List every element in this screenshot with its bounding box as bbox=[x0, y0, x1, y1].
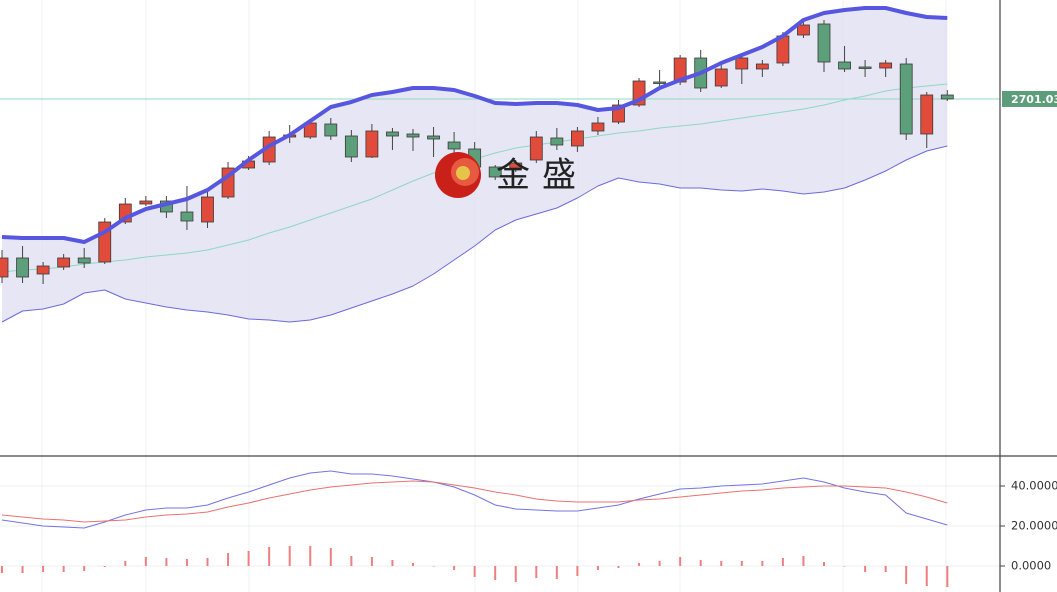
histogram-bar bbox=[494, 566, 497, 580]
histogram-bar bbox=[658, 561, 661, 566]
candle-body bbox=[838, 61, 851, 70]
candle-body bbox=[529, 136, 543, 161]
histogram-bar bbox=[802, 556, 805, 566]
histogram-bar bbox=[617, 566, 620, 568]
histogram-bar bbox=[576, 566, 579, 576]
histogram-bar bbox=[864, 566, 867, 572]
candle-body bbox=[201, 196, 214, 223]
histogram-bar bbox=[453, 566, 456, 570]
histogram-bar bbox=[432, 566, 435, 567]
candle-body bbox=[571, 130, 584, 147]
candle-body bbox=[899, 63, 913, 135]
histogram-bar bbox=[843, 566, 846, 567]
histogram-bar bbox=[473, 566, 476, 577]
histogram-bar bbox=[740, 561, 743, 566]
histogram-bar bbox=[83, 566, 86, 571]
histogram-bar bbox=[596, 566, 599, 570]
upper-band bbox=[1, 6, 948, 244]
plot-layer: 2701.03 40.0000 20.0000 0.0000 bbox=[0, 6, 1057, 587]
candle-body bbox=[591, 122, 605, 132]
histogram-bar bbox=[761, 561, 764, 566]
histogram-bar bbox=[268, 547, 271, 566]
histogram-bar bbox=[21, 566, 24, 573]
histogram-bar bbox=[62, 566, 65, 572]
candle-body bbox=[509, 162, 523, 169]
histogram-bar bbox=[699, 560, 702, 566]
candle-body bbox=[16, 257, 29, 278]
watermark: 金盛 bbox=[496, 156, 588, 196]
candle-body bbox=[447, 141, 461, 150]
candle-body bbox=[879, 62, 893, 69]
macd-line bbox=[1, 470, 948, 529]
histogram-bar bbox=[412, 563, 414, 566]
candle-body bbox=[139, 200, 153, 205]
candle-body bbox=[940, 94, 954, 100]
histogram-bar bbox=[185, 559, 188, 566]
histogram-bar bbox=[370, 557, 373, 566]
candle-body bbox=[755, 63, 769, 70]
candle-body bbox=[817, 23, 831, 63]
histogram-bar bbox=[514, 566, 517, 582]
candle-body bbox=[406, 133, 420, 138]
histogram-bar bbox=[679, 557, 682, 566]
candle-body bbox=[427, 135, 440, 140]
y-tick-label: 20.0000 bbox=[1011, 519, 1057, 533]
candle-body bbox=[0, 257, 9, 278]
histogram-bar bbox=[247, 551, 250, 566]
histogram-bar bbox=[206, 558, 209, 566]
candle-body bbox=[324, 123, 338, 137]
histogram-bar bbox=[288, 546, 291, 566]
logo bbox=[435, 152, 481, 198]
histogram-bar bbox=[227, 553, 230, 566]
histogram-bar bbox=[309, 546, 312, 566]
lower-band bbox=[1, 145, 948, 323]
candle-body bbox=[714, 68, 728, 87]
histogram-bar bbox=[905, 566, 908, 584]
candle-body bbox=[488, 166, 502, 178]
candle-body bbox=[365, 130, 379, 158]
histogram-bar bbox=[535, 566, 538, 578]
candle-body bbox=[653, 81, 666, 84]
histogram-bar bbox=[823, 562, 825, 566]
y-tick-label: 40.0000 bbox=[1011, 479, 1057, 493]
candle-body bbox=[344, 135, 358, 158]
candle-body bbox=[386, 131, 399, 137]
histogram-bar bbox=[329, 548, 332, 566]
candle-body bbox=[77, 257, 91, 264]
histogram-bar bbox=[350, 556, 353, 566]
histogram-bar bbox=[144, 557, 147, 566]
macd-line bbox=[1, 480, 948, 523]
histogram-bar bbox=[555, 566, 558, 579]
candle-body bbox=[920, 94, 934, 135]
candle-body bbox=[36, 265, 50, 275]
candle-body bbox=[735, 57, 749, 70]
histogram-bar bbox=[638, 563, 641, 566]
histogram-bar bbox=[781, 558, 784, 566]
logo-coin bbox=[456, 166, 470, 180]
candle-body bbox=[550, 137, 564, 146]
histogram-bar bbox=[165, 558, 168, 566]
y-tick-label: 0.0000 bbox=[1011, 559, 1051, 573]
candle-body bbox=[797, 24, 810, 36]
last-price-label: 2701.03 bbox=[1011, 93, 1057, 106]
histogram-bar bbox=[884, 566, 887, 572]
histogram-bar bbox=[925, 566, 928, 586]
last-price-tag bbox=[1002, 90, 1057, 107]
candle-body bbox=[57, 257, 71, 268]
histogram-bar bbox=[42, 566, 45, 572]
histogram-bar bbox=[391, 560, 394, 566]
histogram-bar bbox=[124, 561, 127, 566]
candle-body bbox=[858, 66, 872, 69]
histogram-bar bbox=[720, 561, 723, 566]
histogram-bar bbox=[946, 566, 949, 587]
histogram-bar bbox=[103, 566, 106, 567]
histogram-bar bbox=[1, 566, 3, 573]
candle-body bbox=[180, 211, 194, 222]
